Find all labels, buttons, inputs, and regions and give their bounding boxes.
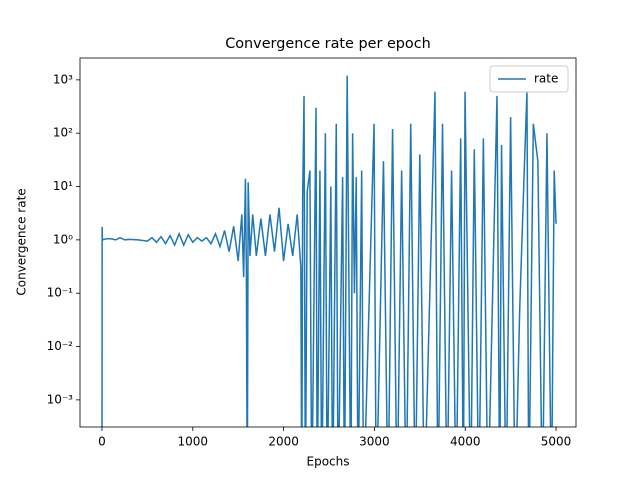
x-axis-label: Epochs xyxy=(307,455,350,469)
x-tick-label: 2000 xyxy=(268,435,299,449)
y-tick-label: 10² xyxy=(53,126,73,140)
legend-label: rate xyxy=(534,72,558,86)
data-line xyxy=(101,75,557,427)
x-tick-label: 5000 xyxy=(541,435,572,449)
y-tick-label: 10³ xyxy=(53,72,73,86)
chart-title: Convergence rate per epoch xyxy=(225,36,431,52)
x-tick-label: 0 xyxy=(98,435,106,449)
y-tick-label: 10⁰ xyxy=(53,232,73,246)
x-tick-label: 3000 xyxy=(359,435,390,449)
legend-box xyxy=(489,65,569,93)
y-axis-label: Convergence rate xyxy=(15,188,29,295)
y-tick-label: 10⁻² xyxy=(47,339,74,353)
y-tick-label: 10⁻¹ xyxy=(47,286,74,300)
x-tick-label: 4000 xyxy=(450,435,481,449)
y-tick-label: 10⁻³ xyxy=(47,392,74,406)
y-tick-label: 10¹ xyxy=(53,179,73,193)
x-tick-label: 1000 xyxy=(178,435,209,449)
plot-frame xyxy=(79,57,577,428)
